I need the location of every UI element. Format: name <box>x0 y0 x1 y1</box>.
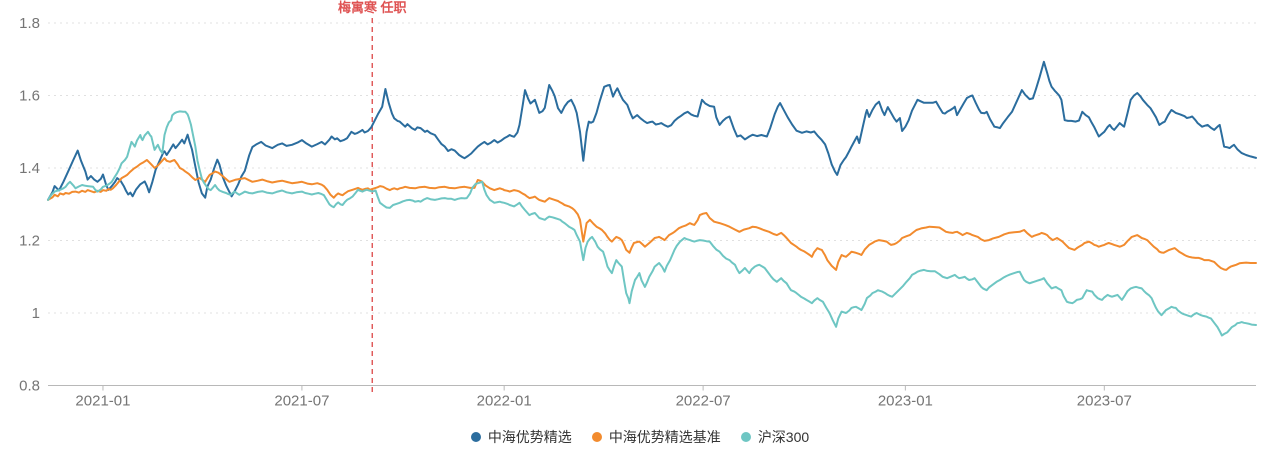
y-axis-tick-label: 1.8 <box>19 15 40 32</box>
chart-legend: 中海优势精选 中海优势精选基准 沪深300 <box>0 427 1280 447</box>
legend-label: 沪深300 <box>757 429 810 445</box>
legend-item-csi300[interactable]: 沪深300 <box>740 427 810 447</box>
legend-item-fund[interactable]: 中海优势精选 <box>470 427 572 447</box>
y-axis-tick-label: 0.8 <box>19 378 40 395</box>
series-dot-icon <box>470 432 481 442</box>
x-axis-tick-label: 2021-01 <box>75 393 130 410</box>
x-axis-tick-label: 2023-07 <box>1077 393 1132 410</box>
y-axis-tick-label: 1.2 <box>19 233 40 250</box>
series-dot-icon <box>591 432 602 442</box>
x-axis-tick-label: 2022-01 <box>477 393 532 410</box>
legend-item-benchmark[interactable]: 中海优势精选基准 <box>591 427 721 447</box>
chart-canvas: 梅寓寒 任职 0.8 1 1.2 1.4 1.6 1.8 2021-01 2021-07 202… <box>19 0 1257 410</box>
y-axis-tick-label: 1.4 <box>19 160 40 177</box>
x-axis-tick-label: 2021-07 <box>274 393 329 410</box>
y-axis-tick-label: 1.6 <box>19 88 40 105</box>
series-dot-icon <box>740 432 751 442</box>
manager-annotation-label: 梅寓寒 任职 <box>338 0 407 15</box>
x-axis-tick-label: 2022-07 <box>676 393 731 410</box>
series-line-3 <box>47 110 1257 337</box>
legend-label: 中海优势精选 <box>487 429 572 445</box>
y-axis-tick-label: 1 <box>32 305 40 322</box>
x-axis-tick-label: 2023-01 <box>878 393 933 410</box>
legend-label: 中海优势精选基准 <box>608 429 721 445</box>
series-line-2 <box>47 157 1257 271</box>
series-line-1 <box>47 60 1257 201</box>
